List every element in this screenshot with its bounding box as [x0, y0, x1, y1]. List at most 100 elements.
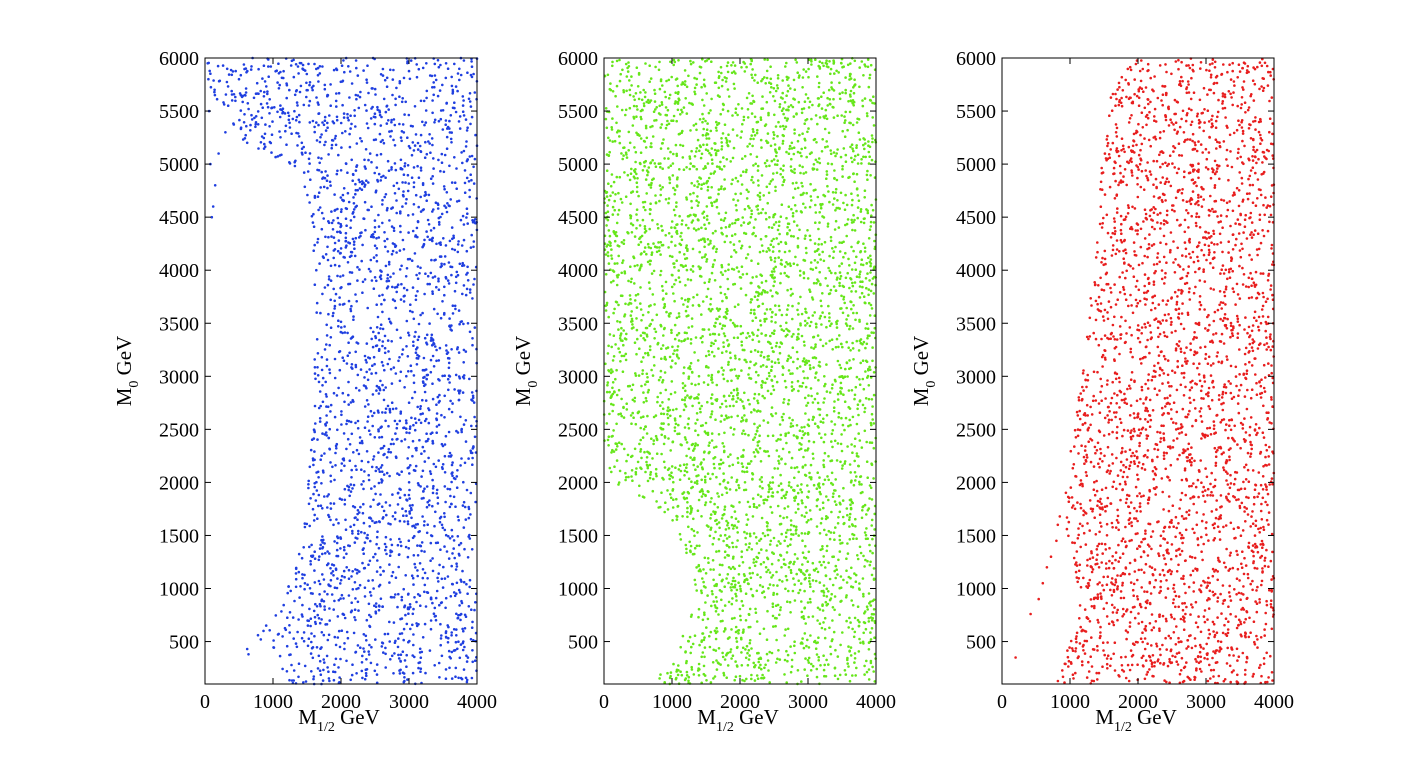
scatter-point	[365, 618, 369, 622]
scatter-point	[471, 399, 474, 402]
scatter-point	[340, 64, 344, 67]
scatter-point	[472, 182, 476, 185]
scatter-point	[686, 422, 690, 426]
scatter-point	[796, 71, 799, 74]
scatter-point	[743, 481, 747, 484]
scatter-point	[341, 103, 344, 107]
scatter-point	[425, 89, 429, 93]
scatter-point	[411, 229, 415, 233]
scatter-point	[441, 374, 444, 378]
scatter-point	[465, 129, 469, 132]
scatter-point	[255, 81, 259, 85]
scatter-point	[445, 147, 449, 150]
scatter-point	[803, 396, 807, 400]
scatter-point	[386, 273, 390, 277]
scatter-point	[336, 216, 340, 220]
scatter-point	[859, 220, 863, 224]
scatter-point	[396, 472, 399, 475]
scatter-point	[824, 675, 828, 678]
scatter-point	[653, 162, 657, 165]
scatter-point	[814, 356, 818, 360]
scatter-point	[826, 225, 830, 228]
scatter-point	[844, 193, 847, 197]
scatter-point	[831, 383, 834, 387]
scatter-point	[412, 554, 416, 557]
scatter-point	[433, 74, 437, 77]
scatter-point	[796, 484, 799, 488]
scatter-point	[348, 271, 352, 274]
chart-panel-1: 0 1000 2000 3000 400050010001500200025003000…	[112, 48, 497, 735]
scatter-point	[711, 381, 714, 384]
scatter-point	[379, 140, 383, 144]
scatter-point	[268, 125, 271, 128]
scatter-point	[323, 661, 326, 664]
scatter-point	[348, 255, 352, 259]
scatter-point	[242, 63, 246, 66]
scatter-point	[772, 245, 775, 249]
scatter-point	[319, 673, 323, 676]
scatter-point	[363, 650, 366, 653]
scatter-point	[741, 561, 745, 564]
scatter-point	[315, 139, 319, 142]
scatter-point	[375, 166, 379, 169]
y-tick-label: 3500	[159, 313, 199, 335]
scatter-point	[410, 516, 413, 520]
scatter-point	[322, 633, 326, 637]
scatter-point	[666, 108, 670, 112]
scatter-point	[443, 416, 446, 419]
scatter-point	[751, 331, 754, 335]
scatter-point	[812, 281, 816, 285]
scatter-point	[324, 380, 328, 384]
scatter-point	[798, 588, 802, 592]
scatter-point	[771, 310, 774, 314]
scatter-point	[374, 344, 378, 348]
scatter-point	[750, 298, 754, 301]
scatter-point	[439, 548, 442, 551]
scatter-point	[429, 151, 432, 154]
scatter-point	[681, 110, 684, 114]
scatter-point	[413, 144, 417, 147]
scatter-point	[327, 436, 331, 440]
scatter-point	[431, 382, 434, 386]
scatter-point	[398, 80, 402, 83]
scatter-point	[781, 133, 785, 137]
scatter-point	[668, 93, 672, 97]
scatter-point	[869, 631, 872, 634]
scatter-point	[855, 121, 859, 124]
scatter-point	[709, 297, 713, 301]
scatter-point	[821, 61, 824, 65]
scatter-point	[659, 273, 662, 277]
scatter-point	[346, 437, 350, 441]
scatter-point	[439, 515, 443, 519]
scatter-point	[663, 302, 666, 306]
scatter-point	[857, 131, 861, 134]
scatter-point	[737, 520, 740, 523]
scatter-point	[761, 585, 765, 589]
scatter-point	[425, 230, 428, 233]
scatter-point	[717, 521, 721, 524]
scatter-point	[706, 122, 709, 125]
scatter-point	[868, 543, 871, 547]
scatter-point	[746, 518, 750, 521]
scatter-point	[369, 661, 373, 665]
scatter-point	[330, 593, 334, 596]
scatter-point	[661, 84, 664, 87]
scatter-point	[758, 191, 762, 195]
scatter-point	[779, 281, 782, 285]
scatter-point	[643, 246, 647, 249]
scatter-point	[284, 124, 288, 128]
scatter-point	[313, 404, 317, 408]
scatter-point	[379, 327, 382, 330]
scatter-point	[705, 258, 709, 261]
scatter-point	[654, 108, 657, 111]
scatter-point	[416, 569, 419, 572]
scatter-point	[855, 375, 859, 379]
scatter-point	[316, 73, 320, 77]
scatter-point	[764, 663, 767, 667]
scatter-point	[462, 59, 466, 62]
scatter-point	[316, 101, 320, 104]
scatter-point	[665, 123, 669, 127]
scatter-point	[414, 235, 417, 238]
scatter-point	[701, 335, 704, 338]
scatter-point	[384, 386, 388, 389]
